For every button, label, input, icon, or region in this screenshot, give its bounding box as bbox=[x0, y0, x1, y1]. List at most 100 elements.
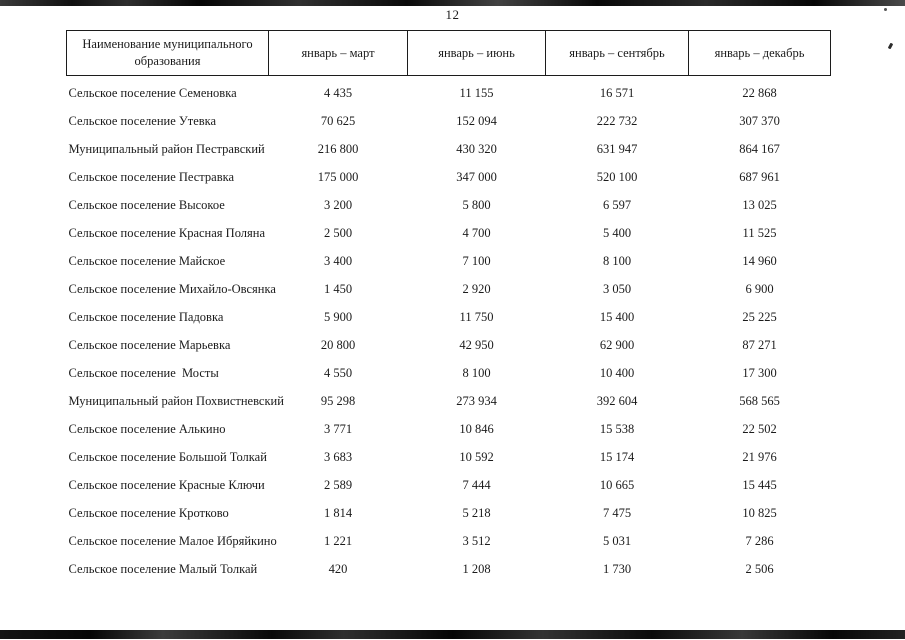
value-cell: 15 174 bbox=[599, 449, 635, 464]
table-body: Сельское поселение Семеновка 4 435 11 155 1… bbox=[67, 76, 831, 584]
value-cell: 4 550 bbox=[323, 365, 353, 380]
table-row: Сельское поселение Падовка 5 900 11 750 15 … bbox=[67, 303, 831, 331]
value-cell: 3 771 bbox=[323, 421, 353, 436]
value-cell: 17 300 bbox=[742, 365, 777, 380]
municipality-name: Сельское поселение Марьевка bbox=[68, 337, 231, 352]
value-cell: 152 094 bbox=[456, 113, 497, 128]
value-cell: 10 592 bbox=[459, 449, 494, 464]
value-cell: 13 025 bbox=[742, 197, 777, 212]
value-cell: 5 031 bbox=[602, 533, 632, 548]
table-row: Сельское поселение Малое Ибряйкино 1 221 3… bbox=[67, 527, 831, 555]
table-row: Сельское поселение Высокое 3 200 5 800 6 59… bbox=[67, 191, 831, 219]
municipality-name: Сельское поселение Красная Поляна bbox=[68, 225, 266, 240]
municipality-name: Сельское поселение Падовка bbox=[68, 309, 224, 324]
value-cell: 3 050 bbox=[602, 281, 632, 296]
value-cell: 2 589 bbox=[323, 477, 353, 492]
municipality-name: Муниципальный район Похвистневский bbox=[68, 393, 284, 408]
value-cell: 7 475 bbox=[602, 505, 632, 520]
value-cell: 7 100 bbox=[462, 253, 491, 268]
value-cell: 11 525 bbox=[742, 225, 777, 240]
municipality-name: Сельское поселение Семеновка bbox=[68, 85, 237, 100]
value-cell: 216 800 bbox=[317, 141, 359, 156]
table-row: Сельское поселение Кротково 1 814 5 218 7 4… bbox=[67, 499, 831, 527]
municipality-name: Сельское поселение Михайло-Овсянка bbox=[68, 281, 276, 296]
value-cell: 273 934 bbox=[456, 393, 497, 408]
table-row: Сельское поселение Марьевка 20 800 42 950 6… bbox=[67, 331, 831, 359]
value-cell: 307 370 bbox=[739, 113, 780, 128]
value-cell: 5 800 bbox=[462, 197, 491, 212]
value-cell: 21 976 bbox=[742, 449, 777, 464]
municipality-name: Сельское поселение Красные Ключи bbox=[68, 477, 265, 492]
scan-speck-mark bbox=[887, 42, 894, 50]
value-cell: 10 400 bbox=[599, 365, 635, 380]
value-cell: 1 814 bbox=[323, 505, 353, 520]
value-cell: 3 512 bbox=[462, 533, 491, 548]
table-row: Сельское поселение Малый Толкай 420 1 208 1… bbox=[67, 555, 831, 583]
value-cell: 2 506 bbox=[745, 561, 774, 576]
municipality-name: Сельское поселение Алькино bbox=[68, 421, 226, 436]
value-cell: 7 286 bbox=[745, 533, 774, 548]
value-cell: 8 100 bbox=[462, 365, 491, 380]
header-row: Наименование муниципального образования … bbox=[66, 30, 831, 76]
value-cell: 175 000 bbox=[317, 169, 359, 184]
value-cell: 3 683 bbox=[323, 449, 353, 464]
value-cell: 864 167 bbox=[739, 141, 780, 156]
value-cell: 2 920 bbox=[462, 281, 491, 296]
value-cell: 392 604 bbox=[596, 393, 638, 408]
municipality-name: Сельское поселение Малый Толкай bbox=[68, 561, 258, 576]
municipality-name: Сельское поселение Пестравка bbox=[68, 169, 235, 184]
page-number: 12 bbox=[445, 7, 460, 22]
value-cell: 5 400 bbox=[602, 225, 632, 240]
value-cell: 222 732 bbox=[596, 113, 638, 128]
table-row: Сельское поселение Красная Поляна 2 500 4 … bbox=[67, 219, 831, 247]
value-cell: 20 800 bbox=[320, 337, 356, 352]
table-row: Сельское поселение Красные Ключи 2 589 7 4… bbox=[67, 471, 831, 499]
value-cell: 631 947 bbox=[596, 141, 638, 156]
value-cell: 95 298 bbox=[320, 393, 356, 408]
column-header-municipality: Наименование муниципального образования bbox=[66, 30, 269, 76]
value-cell: 4 435 bbox=[323, 85, 353, 100]
value-cell: 70 625 bbox=[320, 113, 356, 128]
municipality-name: Сельское поселение Кротково bbox=[68, 505, 229, 520]
municipal-budget-table: Наименование муниципального образования … bbox=[66, 30, 831, 583]
municipality-name: Сельское поселение Мосты bbox=[68, 365, 219, 380]
municipality-name: Муниципальный район Пестравский bbox=[68, 141, 265, 156]
value-cell: 4 700 bbox=[462, 225, 491, 240]
value-cell: 15 400 bbox=[599, 309, 635, 324]
value-cell: 420 bbox=[328, 561, 348, 576]
table-row: Сельское поселение Алькино 3 771 10 846 15 … bbox=[67, 415, 831, 443]
value-cell: 3 200 bbox=[323, 197, 353, 212]
value-cell: 16 571 bbox=[599, 85, 635, 100]
value-cell: 11 155 bbox=[459, 85, 494, 100]
value-cell: 25 225 bbox=[742, 309, 777, 324]
value-cell: 15 445 bbox=[742, 477, 777, 492]
table-row: Сельское поселение Майское 3 400 7 100 8 10… bbox=[67, 247, 831, 275]
value-cell: 5 900 bbox=[323, 309, 353, 324]
table-row: Сельское поселение Большой Толкай 3 683 10… bbox=[67, 443, 831, 471]
value-cell: 14 960 bbox=[742, 253, 777, 268]
value-cell: 10 825 bbox=[742, 505, 777, 520]
value-cell: 1 450 bbox=[323, 281, 353, 296]
column-header-jan-mar: январь – март bbox=[268, 30, 408, 76]
value-cell: 6 597 bbox=[602, 197, 632, 212]
municipality-name: Сельское поселение Малое Ибряйкино bbox=[68, 533, 277, 548]
value-cell: 11 750 bbox=[459, 309, 494, 324]
scan-edge-top bbox=[0, 0, 905, 6]
value-cell: 6 900 bbox=[745, 281, 774, 296]
scan-speck-dot bbox=[884, 8, 887, 11]
value-cell: 22 868 bbox=[742, 85, 777, 100]
municipality-name: Сельское поселение Высокое bbox=[68, 197, 225, 212]
value-cell: 430 320 bbox=[456, 141, 497, 156]
value-cell: 62 900 bbox=[599, 337, 635, 352]
value-cell: 520 100 bbox=[596, 169, 638, 184]
value-cell: 568 565 bbox=[739, 393, 780, 408]
value-cell: 1 730 bbox=[602, 561, 632, 576]
value-cell: 10 665 bbox=[599, 477, 635, 492]
value-cell: 10 846 bbox=[459, 421, 494, 436]
value-cell: 687 961 bbox=[739, 169, 780, 184]
table-header: Наименование муниципального образования … bbox=[66, 30, 831, 76]
scan-edge-bottom bbox=[0, 630, 905, 639]
value-cell: 15 538 bbox=[599, 421, 635, 436]
value-cell: 1 221 bbox=[323, 533, 353, 548]
